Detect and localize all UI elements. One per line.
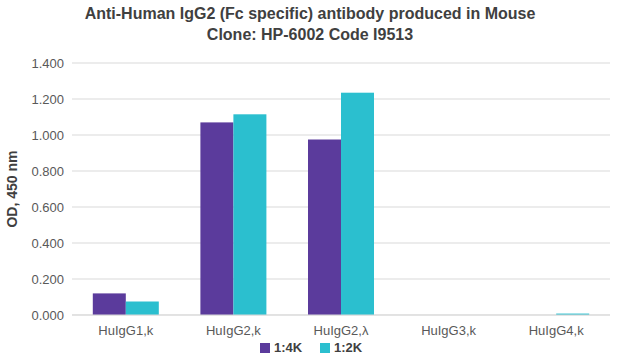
x-tick-label: HuIgG2,k bbox=[206, 323, 261, 338]
chart: Anti-Human IgG2 (Fc specific) antibody p… bbox=[0, 0, 620, 360]
y-tick-label: 1.200 bbox=[31, 92, 64, 107]
grid-line bbox=[72, 315, 610, 316]
y-tick-label: 0.400 bbox=[31, 236, 64, 251]
x-axis-line bbox=[72, 315, 610, 316]
bar bbox=[308, 140, 341, 316]
legend-label: 1:2K bbox=[334, 340, 363, 355]
legend-swatch bbox=[320, 343, 330, 353]
x-tick-label: HuIgG1,k bbox=[98, 323, 153, 338]
x-tick-label: HuIgG3,k bbox=[421, 323, 476, 338]
legend-swatch bbox=[260, 343, 270, 353]
grid-line bbox=[72, 63, 610, 64]
x-tick-label: HuIgG4,k bbox=[529, 323, 584, 338]
bar bbox=[233, 114, 266, 315]
y-tick-label: 1.000 bbox=[31, 128, 64, 143]
y-tick-label: 0.200 bbox=[31, 272, 64, 287]
bar bbox=[200, 122, 233, 315]
legend-label: 1:4K bbox=[274, 340, 303, 355]
y-tick-label: 0.800 bbox=[31, 164, 64, 179]
y-tick-label: 0.000 bbox=[31, 308, 64, 323]
y-axis-label: OD, 450 nm bbox=[4, 150, 20, 227]
bars bbox=[93, 93, 589, 315]
bar bbox=[341, 93, 374, 315]
title: Anti-Human IgG2 (Fc specific) antibody p… bbox=[85, 5, 536, 22]
y-tick-label: 0.600 bbox=[31, 200, 64, 215]
subtitle: Clone: HP-6002 Code I9513 bbox=[207, 26, 413, 43]
bar bbox=[126, 302, 159, 316]
y-tick-label: 1.400 bbox=[31, 56, 64, 71]
bar bbox=[93, 293, 126, 315]
x-tick-label: HuIgG2,λ bbox=[314, 323, 369, 338]
